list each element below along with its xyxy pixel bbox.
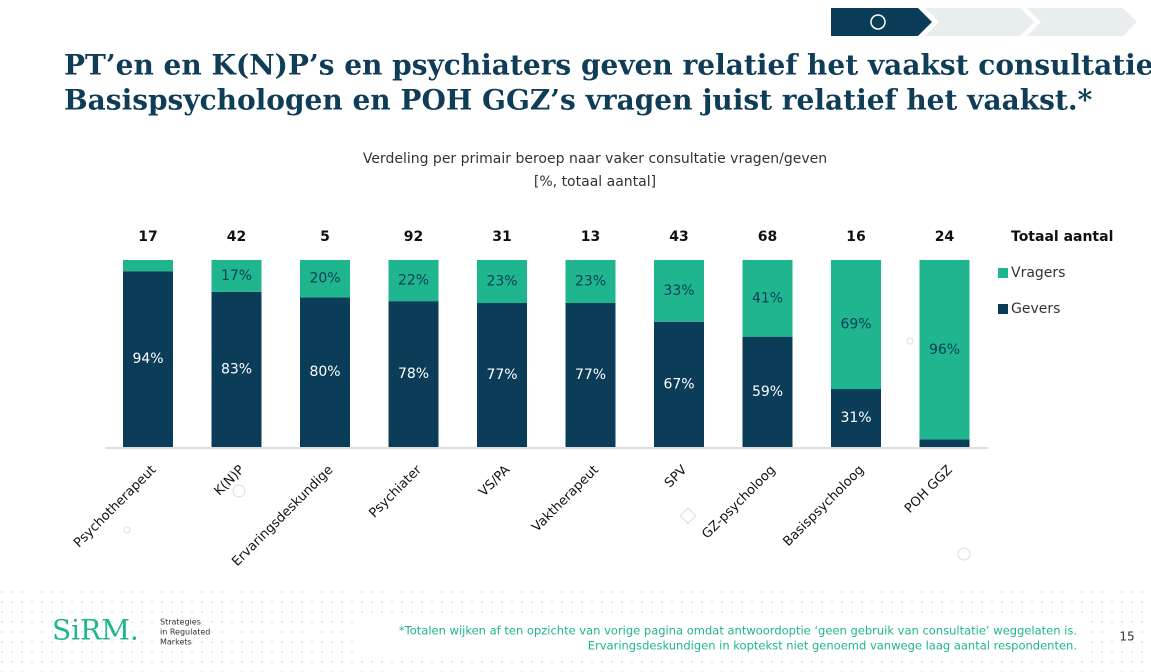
data-label: 69% — [840, 317, 871, 333]
total-label: 24 — [935, 229, 955, 245]
data-label: 96% — [929, 342, 960, 358]
nav-icon — [870, 14, 886, 30]
bar-segment — [300, 297, 350, 447]
x-tick-label: GZ-psycholoog — [699, 463, 778, 542]
bar-segment — [742, 260, 793, 337]
bar-segment — [123, 260, 173, 272]
data-label: 77% — [486, 367, 517, 383]
data-label: 67% — [663, 376, 694, 392]
data-label: 22% — [398, 273, 429, 289]
legend-swatch — [998, 304, 1008, 314]
bar-segment — [565, 303, 616, 447]
bar-segment — [831, 260, 881, 390]
total-label: 17 — [138, 229, 157, 245]
title-line: PT’en en K(N)P’s en psychiaters geven re… — [64, 49, 1151, 82]
legend-label: Gevers — [1011, 301, 1060, 317]
data-label: 83% — [221, 361, 252, 377]
bar-segment — [477, 303, 527, 447]
bar-segment — [654, 260, 704, 322]
data-label: 23% — [575, 274, 606, 290]
bar-segment — [211, 260, 262, 292]
nav-step[interactable] — [1027, 8, 1137, 36]
chart-subtitle: Verdeling per primair beroep naar vaker … — [363, 151, 827, 167]
logo: SiRM. — [52, 614, 139, 647]
x-tick-label: POH GGZ — [902, 463, 956, 517]
totals-header: Totaal aantal — [1011, 229, 1113, 245]
page-number: 15 — [1119, 630, 1134, 644]
bar-segment — [654, 321, 704, 447]
total-label: 5 — [320, 229, 330, 245]
total-label: 42 — [227, 229, 246, 245]
x-tick-label: VS/PA — [476, 463, 513, 500]
bar-segment — [388, 301, 439, 447]
footnote: *Totalen wijken af ten opzichte van vori… — [399, 624, 1077, 638]
x-tick-label: Vaktherapeut — [529, 463, 602, 536]
data-label: 20% — [309, 271, 340, 287]
legend-swatch — [998, 268, 1008, 278]
logo-text: Strategies — [160, 618, 201, 627]
logo-text: in Regulated — [160, 628, 210, 637]
nav-step-active[interactable] — [831, 8, 932, 36]
bar-segment — [123, 271, 173, 447]
nav — [831, 8, 1137, 36]
nav-step[interactable] — [925, 8, 1034, 36]
data-label: 80% — [309, 364, 340, 380]
footnote-backdrop — [360, 615, 1090, 660]
footnote: Ervaringsdeskundigen in koptekst niet ge… — [588, 639, 1077, 653]
title-line: Basispsychologen en POH GGZ’s vragen jui… — [64, 84, 1093, 117]
data-label: 17% — [221, 268, 252, 284]
x-tick-label: Psychotherapeut — [71, 463, 159, 551]
bar-segment — [919, 260, 970, 440]
data-label: 59% — [752, 384, 783, 400]
bar-segment — [742, 336, 793, 447]
data-label: 41% — [752, 290, 783, 306]
data-label: 23% — [486, 274, 517, 290]
total-label: 68 — [758, 229, 777, 245]
x-tick-label: Basispsycholoog — [780, 463, 867, 550]
data-label: 94% — [132, 351, 163, 367]
data-label: 78% — [398, 366, 429, 382]
data-label: 77% — [575, 367, 606, 383]
bar-segment — [300, 260, 350, 298]
x-tick-label: Ervaringsdeskundige — [229, 463, 336, 570]
total-label: 13 — [581, 229, 600, 245]
data-label: 31% — [840, 410, 871, 426]
total-label: 43 — [669, 229, 688, 245]
legend-label: Vragers — [1011, 265, 1065, 281]
bar-segment — [477, 260, 527, 304]
logo-text: Markets — [160, 638, 192, 647]
total-label: 31 — [492, 229, 511, 245]
x-tick-label: K(N)P — [212, 463, 248, 499]
total-label: 92 — [404, 229, 423, 245]
bar-segment — [919, 439, 970, 447]
chart-subtitle: [%, totaal aantal] — [534, 174, 656, 190]
data-label: 33% — [663, 283, 694, 299]
bar-segment — [831, 389, 881, 447]
decorations — [123, 337, 971, 561]
bar-segment — [565, 260, 616, 304]
x-tick-label: Psychiater — [366, 462, 425, 521]
x-tick-label: SPV — [662, 463, 690, 491]
total-label: 16 — [846, 229, 865, 245]
bar-segment — [388, 260, 439, 302]
bar-segment — [211, 291, 262, 447]
